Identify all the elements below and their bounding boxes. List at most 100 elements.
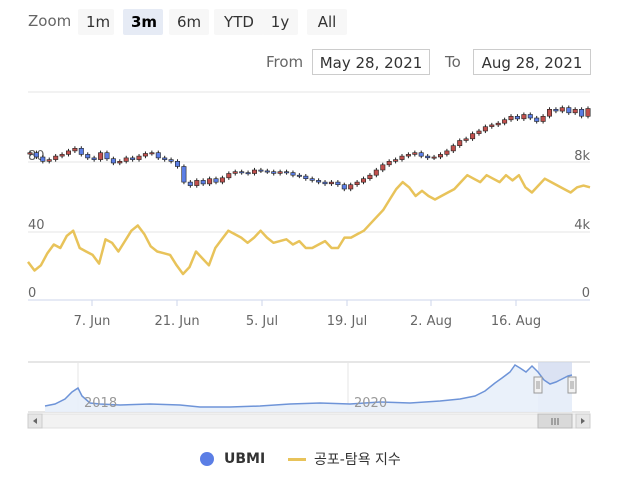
- candle-body: [335, 181, 341, 186]
- candle: [463, 136, 469, 143]
- candle: [72, 146, 78, 154]
- candle: [546, 107, 552, 119]
- candle-body: [232, 171, 238, 174]
- candle-body: [360, 178, 366, 183]
- candle-body: [431, 156, 437, 159]
- candle: [502, 117, 508, 126]
- candle-body: [489, 124, 495, 127]
- candle-body: [405, 154, 411, 157]
- candle: [508, 114, 514, 122]
- candle-body: [66, 150, 72, 155]
- candle: [207, 176, 213, 186]
- candle: [380, 162, 386, 173]
- candle-body: [72, 148, 78, 152]
- candle-body: [527, 114, 533, 119]
- legend-item-fear-greed[interactable]: 공포-탐욕 지수: [288, 448, 401, 470]
- zoom-button-3m[interactable]: 3m: [123, 9, 163, 35]
- candle-body: [213, 178, 219, 183]
- x-tick-label: 7. Jun: [74, 314, 111, 329]
- candle: [348, 182, 354, 192]
- candle: [155, 150, 161, 160]
- navigator-tick-label: 2020: [354, 396, 387, 411]
- candle-body: [540, 116, 546, 122]
- candle: [405, 152, 411, 159]
- candle-body: [284, 171, 290, 174]
- range-to-label: To: [445, 53, 461, 71]
- candle: [27, 150, 33, 157]
- candle-body: [521, 114, 527, 120]
- candle-body: [46, 159, 52, 162]
- candle: [149, 150, 155, 156]
- range-to-input[interactable]: Aug 28, 2021: [473, 49, 591, 75]
- candle: [264, 168, 270, 174]
- navigator-area: [45, 365, 572, 412]
- zoom-button-all[interactable]: All: [307, 9, 347, 35]
- candle: [534, 115, 540, 124]
- candle-body: [559, 107, 565, 112]
- candle: [373, 167, 379, 178]
- candle: [335, 180, 341, 187]
- zoom-button-1y[interactable]: 1y: [262, 9, 298, 35]
- candle-body: [142, 153, 148, 157]
- navigator-handle-right[interactable]: [567, 376, 577, 394]
- candle: [322, 180, 328, 186]
- scrollbar-track[interactable]: [27, 413, 591, 429]
- legend-label-ubmi: UBMI: [224, 451, 266, 467]
- candle-body: [130, 157, 136, 160]
- candle: [117, 159, 123, 166]
- candle-body: [534, 117, 540, 122]
- candle: [579, 107, 585, 119]
- zoom-button-ytd[interactable]: YTD: [214, 9, 264, 35]
- candle: [66, 148, 72, 157]
- candle-body: [572, 109, 578, 114]
- candle-body: [348, 184, 354, 190]
- candle-body: [444, 150, 450, 155]
- candle-body: [136, 155, 142, 160]
- range-from-input[interactable]: May 28, 2021: [312, 49, 430, 75]
- navigator-handle-left[interactable]: [533, 376, 543, 394]
- candle-body: [341, 184, 347, 190]
- candle: [431, 154, 437, 160]
- candle-body: [110, 158, 116, 164]
- right-axis: 0 4k 8k: [574, 149, 590, 301]
- candle: [425, 154, 431, 160]
- candle: [437, 152, 443, 160]
- candle: [162, 155, 168, 162]
- range-from-label: From: [266, 53, 304, 71]
- legend-label-fear-greed: 공포-탐욕 지수: [314, 452, 401, 468]
- candle-body: [91, 157, 97, 160]
- candle: [418, 150, 424, 159]
- candle: [226, 171, 232, 180]
- zoom-button-6m[interactable]: 6m: [169, 9, 209, 35]
- candle-body: [425, 155, 431, 159]
- candle-body: [27, 152, 33, 155]
- candle-body: [104, 152, 110, 160]
- candle-body: [450, 145, 456, 152]
- x-axis: 7. Jun 21. Jun 5. Jul 19. Jul 2. Aug 16. Aug: [74, 300, 541, 329]
- candle: [572, 107, 578, 115]
- candle: [444, 148, 450, 157]
- candle: [78, 146, 84, 157]
- candle-body: [328, 181, 334, 185]
- candle: [341, 182, 347, 192]
- candle-body: [194, 180, 200, 186]
- zoom-button-1m[interactable]: 1m: [78, 9, 114, 35]
- right-axis-tick-label: 4k: [574, 218, 590, 233]
- candle: [40, 154, 46, 164]
- candle-body: [59, 154, 65, 157]
- navigator-tick-label: 2018: [84, 396, 117, 411]
- left-axis-tick-label: 40: [28, 218, 45, 233]
- candle-body: [53, 155, 59, 160]
- candle: [476, 128, 482, 136]
- legend-item-ubmi[interactable]: UBMI: [200, 448, 265, 470]
- scrollbar: [27, 413, 591, 429]
- arrow-right-icon: [581, 418, 585, 424]
- zoom-label: Zoom: [28, 12, 72, 30]
- candle: [559, 105, 565, 114]
- left-axis: 04080: [28, 149, 45, 301]
- candle: [85, 152, 91, 160]
- x-tick-label: 16. Aug: [491, 314, 541, 329]
- candle-body: [309, 178, 315, 181]
- candle-body: [470, 133, 476, 140]
